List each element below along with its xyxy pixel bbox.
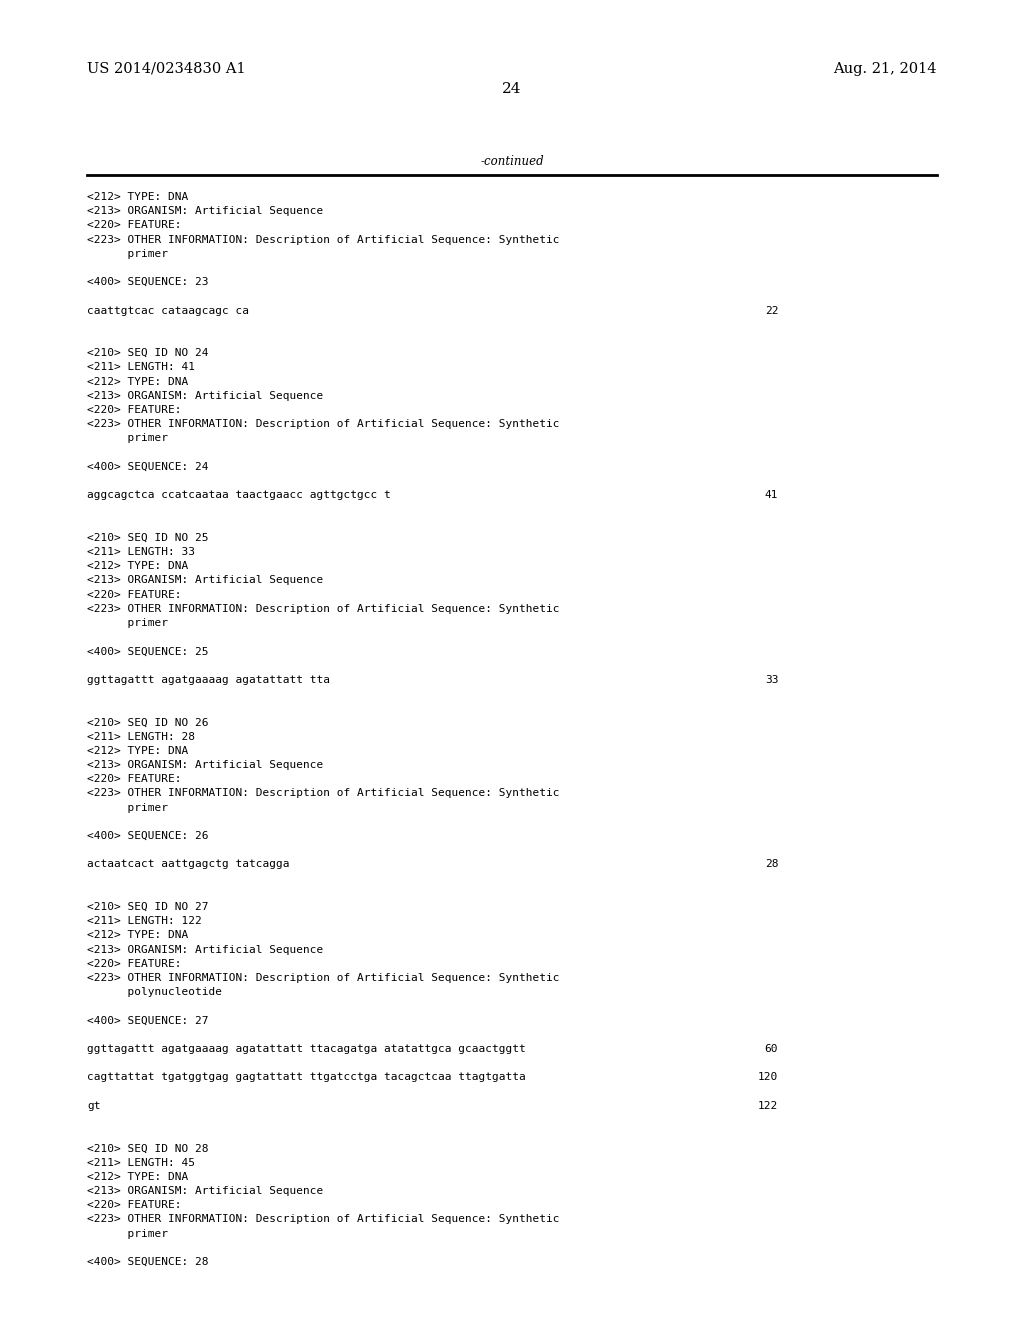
Text: 33: 33 [765, 675, 778, 685]
Text: <223> OTHER INFORMATION: Description of Artificial Sequence: Synthetic: <223> OTHER INFORMATION: Description of … [87, 1214, 559, 1225]
Text: <212> TYPE: DNA: <212> TYPE: DNA [87, 376, 188, 387]
Text: 28: 28 [765, 859, 778, 870]
Text: gt: gt [87, 1101, 100, 1111]
Text: <223> OTHER INFORMATION: Description of Artificial Sequence: Synthetic: <223> OTHER INFORMATION: Description of … [87, 973, 559, 983]
Text: <213> ORGANISM: Artificial Sequence: <213> ORGANISM: Artificial Sequence [87, 945, 324, 954]
Text: <211> LENGTH: 28: <211> LENGTH: 28 [87, 731, 195, 742]
Text: <211> LENGTH: 41: <211> LENGTH: 41 [87, 363, 195, 372]
Text: <400> SEQUENCE: 24: <400> SEQUENCE: 24 [87, 462, 209, 471]
Text: <213> ORGANISM: Artificial Sequence: <213> ORGANISM: Artificial Sequence [87, 206, 324, 216]
Text: <400> SEQUENCE: 26: <400> SEQUENCE: 26 [87, 832, 209, 841]
Text: actaatcact aattgagctg tatcagga: actaatcact aattgagctg tatcagga [87, 859, 290, 870]
Text: US 2014/0234830 A1: US 2014/0234830 A1 [87, 62, 246, 77]
Text: <212> TYPE: DNA: <212> TYPE: DNA [87, 191, 188, 202]
Text: <400> SEQUENCE: 27: <400> SEQUENCE: 27 [87, 1015, 209, 1026]
Text: 41: 41 [765, 490, 778, 500]
Text: <212> TYPE: DNA: <212> TYPE: DNA [87, 561, 188, 572]
Text: cagttattat tgatggtgag gagtattatt ttgatcctga tacagctcaa ttagtgatta: cagttattat tgatggtgag gagtattatt ttgatcc… [87, 1072, 525, 1082]
Text: ggttagattt agatgaaaag agatattatt ttacagatga atatattgca gcaactggtt: ggttagattt agatgaaaag agatattatt ttacaga… [87, 1044, 525, 1053]
Text: <400> SEQUENCE: 23: <400> SEQUENCE: 23 [87, 277, 209, 288]
Text: <400> SEQUENCE: 28: <400> SEQUENCE: 28 [87, 1257, 209, 1267]
Text: <223> OTHER INFORMATION: Description of Artificial Sequence: Synthetic: <223> OTHER INFORMATION: Description of … [87, 235, 559, 244]
Text: 22: 22 [765, 306, 778, 315]
Text: 120: 120 [758, 1072, 778, 1082]
Text: primer: primer [87, 433, 168, 444]
Text: <220> FEATURE:: <220> FEATURE: [87, 220, 181, 231]
Text: <212> TYPE: DNA: <212> TYPE: DNA [87, 746, 188, 756]
Text: 24: 24 [502, 82, 522, 96]
Text: <210> SEQ ID NO 24: <210> SEQ ID NO 24 [87, 348, 209, 358]
Text: <213> ORGANISM: Artificial Sequence: <213> ORGANISM: Artificial Sequence [87, 391, 324, 401]
Text: <210> SEQ ID NO 25: <210> SEQ ID NO 25 [87, 533, 209, 543]
Text: Aug. 21, 2014: Aug. 21, 2014 [834, 62, 937, 77]
Text: <213> ORGANISM: Artificial Sequence: <213> ORGANISM: Artificial Sequence [87, 1185, 324, 1196]
Text: <213> ORGANISM: Artificial Sequence: <213> ORGANISM: Artificial Sequence [87, 760, 324, 770]
Text: primer: primer [87, 248, 168, 259]
Text: <211> LENGTH: 122: <211> LENGTH: 122 [87, 916, 202, 927]
Text: <210> SEQ ID NO 27: <210> SEQ ID NO 27 [87, 902, 209, 912]
Text: polynucleotide: polynucleotide [87, 987, 222, 997]
Text: <210> SEQ ID NO 26: <210> SEQ ID NO 26 [87, 717, 209, 727]
Text: caattgtcac cataagcagc ca: caattgtcac cataagcagc ca [87, 306, 249, 315]
Text: <220> FEATURE:: <220> FEATURE: [87, 958, 181, 969]
Text: <223> OTHER INFORMATION: Description of Artificial Sequence: Synthetic: <223> OTHER INFORMATION: Description of … [87, 603, 559, 614]
Text: <213> ORGANISM: Artificial Sequence: <213> ORGANISM: Artificial Sequence [87, 576, 324, 585]
Text: primer: primer [87, 618, 168, 628]
Text: ggttagattt agatgaaaag agatattatt tta: ggttagattt agatgaaaag agatattatt tta [87, 675, 330, 685]
Text: <400> SEQUENCE: 25: <400> SEQUENCE: 25 [87, 647, 209, 656]
Text: 122: 122 [758, 1101, 778, 1111]
Text: <220> FEATURE:: <220> FEATURE: [87, 775, 181, 784]
Text: primer: primer [87, 1229, 168, 1238]
Text: <220> FEATURE:: <220> FEATURE: [87, 405, 181, 414]
Text: <211> LENGTH: 33: <211> LENGTH: 33 [87, 546, 195, 557]
Text: <220> FEATURE:: <220> FEATURE: [87, 590, 181, 599]
Text: <210> SEQ ID NO 28: <210> SEQ ID NO 28 [87, 1143, 209, 1154]
Text: <223> OTHER INFORMATION: Description of Artificial Sequence: Synthetic: <223> OTHER INFORMATION: Description of … [87, 420, 559, 429]
Text: <223> OTHER INFORMATION: Description of Artificial Sequence: Synthetic: <223> OTHER INFORMATION: Description of … [87, 788, 559, 799]
Text: <212> TYPE: DNA: <212> TYPE: DNA [87, 1172, 188, 1181]
Text: aggcagctca ccatcaataa taactgaacc agttgctgcc t: aggcagctca ccatcaataa taactgaacc agttgct… [87, 490, 391, 500]
Text: <212> TYPE: DNA: <212> TYPE: DNA [87, 931, 188, 940]
Text: <211> LENGTH: 45: <211> LENGTH: 45 [87, 1158, 195, 1168]
Text: -continued: -continued [480, 154, 544, 168]
Text: 60: 60 [765, 1044, 778, 1053]
Text: <220> FEATURE:: <220> FEATURE: [87, 1200, 181, 1210]
Text: primer: primer [87, 803, 168, 813]
